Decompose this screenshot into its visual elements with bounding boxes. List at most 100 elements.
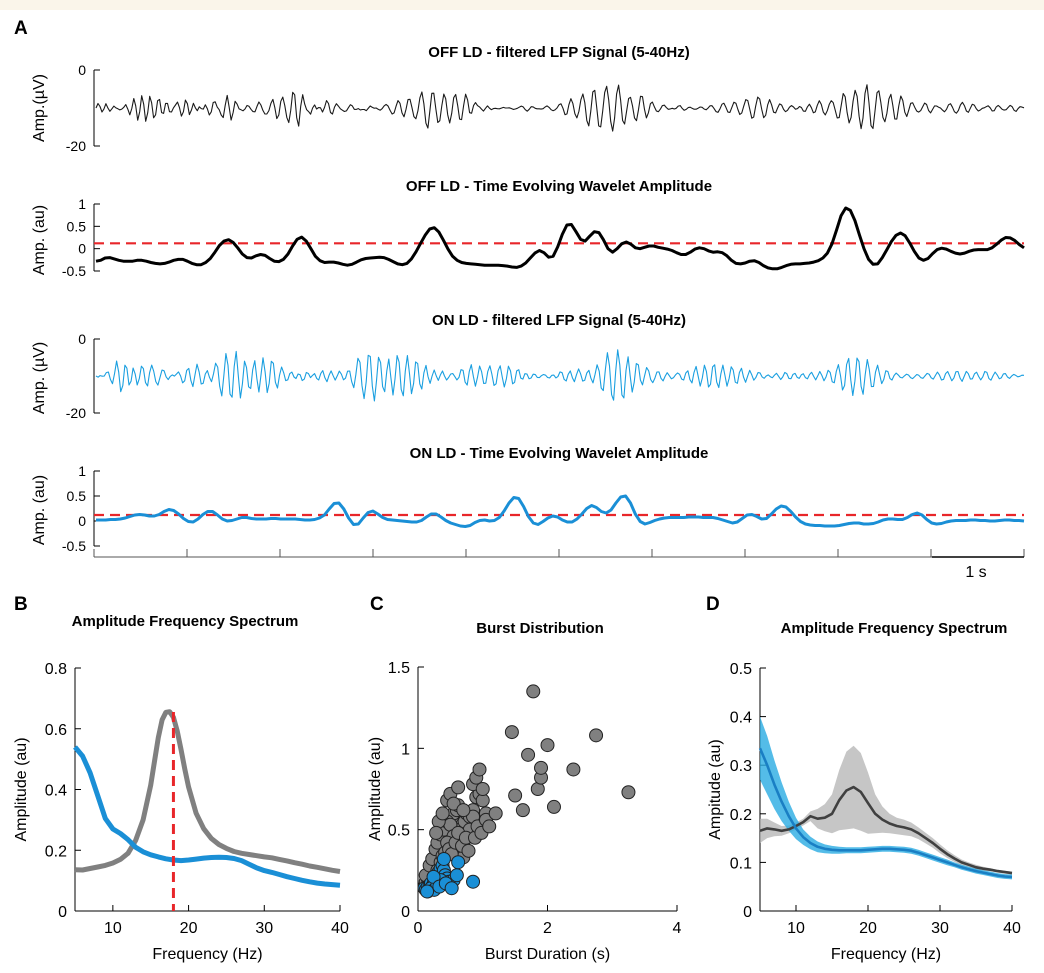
- confidence-band-2: [760, 716, 1012, 880]
- y-tick-label: -20: [66, 138, 86, 154]
- burst-point-off: [621, 785, 636, 800]
- burst-point-off: [446, 796, 461, 811]
- strip-title: OFF LD - Time Evolving Wavelet Amplitude: [406, 178, 712, 195]
- y-tick-label: -20: [66, 405, 86, 421]
- scale-bar-label: 1 s: [965, 564, 986, 581]
- x-tick-label: 4: [673, 920, 682, 937]
- burst-point-off: [526, 684, 541, 699]
- y-tick-label: 0: [743, 904, 752, 921]
- strip-title: ON LD - Time Evolving Wavelet Amplitude: [410, 445, 709, 462]
- panel-label-b: B: [14, 594, 28, 615]
- y-tick-label: 0: [58, 904, 67, 921]
- burst-point-off: [435, 806, 450, 821]
- strip-4: ON LD - Time Evolving Wavelet Amplitude A…: [31, 445, 1025, 554]
- burst-point-off: [504, 725, 519, 740]
- y-tick-label: -0.5: [62, 538, 86, 554]
- y-tick-label: 0.2: [45, 843, 67, 860]
- strip-3: ON LD - filtered LFP Signal (5-40Hz) Amp.…: [31, 312, 1025, 421]
- y-tick-label: 0.4: [45, 783, 67, 800]
- signal-trace: [95, 349, 1025, 402]
- burst-point-on: [449, 868, 464, 883]
- x-tick-label: 20: [180, 920, 198, 937]
- burst-point-on: [466, 874, 481, 889]
- x-tick-label: 40: [1003, 920, 1021, 937]
- x-tick-label: 30: [931, 920, 949, 937]
- y-tick-label: 0: [78, 62, 86, 78]
- burst-point-on: [420, 884, 435, 899]
- y-axis-label: Amplitude (au): [367, 737, 384, 841]
- panel-d: Amplitude Frequency Spectrum 10 20 30 40 0 0.1…: [707, 620, 1021, 963]
- signal-trace: [95, 84, 1025, 132]
- strip-1: OFF LD - filtered LFP Signal (5-40Hz) Amp…: [31, 44, 1025, 154]
- panel-c: Burst Distribution 0 2 4 0 0.5 1 1.5 Burst Durat…: [367, 620, 682, 963]
- panel-title: Amplitude Frequency Spectrum: [72, 613, 299, 630]
- y-tick-label: 0: [78, 241, 86, 257]
- y-tick-label: 0.1: [730, 855, 752, 872]
- x-tick-label: 40: [331, 920, 349, 937]
- burst-point-on: [436, 851, 451, 866]
- spectrum-line-2: [73, 745, 341, 888]
- burst-point-off: [461, 843, 476, 858]
- burst-point-off: [566, 762, 581, 777]
- burst-point-off: [540, 738, 555, 753]
- burst-point-off: [456, 803, 471, 818]
- burst-point-on: [444, 881, 459, 896]
- burst-point-off: [521, 747, 536, 762]
- y-tick-label: 0: [401, 904, 410, 921]
- mean-spectrum-line-2: [758, 747, 1013, 879]
- burst-point-off: [534, 760, 549, 775]
- x-tick-label: 30: [255, 920, 273, 937]
- burst-point-off: [488, 806, 503, 821]
- x-tick-label: 20: [859, 920, 877, 937]
- strip-2: OFF LD - Time Evolving Wavelet Amplitude…: [31, 178, 1025, 279]
- y-tick-label: 0.5: [388, 823, 410, 840]
- y-tick-label: 0.6: [45, 722, 67, 739]
- confidence-band-1: [760, 745, 1012, 875]
- y-tick-label: 1: [78, 463, 86, 479]
- y-tick-label: 0.2: [730, 807, 752, 824]
- strip-title: ON LD - filtered LFP Signal (5-40Hz): [432, 312, 686, 329]
- burst-point-off: [429, 825, 444, 840]
- burst-point-off: [508, 788, 523, 803]
- y-axis-label: Amp. (au): [31, 205, 48, 275]
- y-tick-label: -0.5: [62, 263, 86, 279]
- burst-point-on: [451, 855, 466, 870]
- y-axis-label: Amp. (µV): [31, 342, 48, 414]
- y-axis-label: Amp. (au): [31, 475, 48, 545]
- spectrum-line-1: [74, 709, 341, 874]
- panel-label-a: A: [14, 18, 28, 39]
- y-tick-label: 0: [78, 331, 86, 347]
- x-tick-label: 10: [787, 920, 805, 937]
- y-tick-label: 0.5: [67, 218, 87, 234]
- top-band: [0, 0, 1044, 10]
- panel-title: Amplitude Frequency Spectrum: [781, 620, 1008, 637]
- signal-trace: [95, 206, 1025, 271]
- x-axis-label: Frequency (Hz): [152, 946, 262, 963]
- x-axis-label: Burst Duration (s): [485, 946, 610, 963]
- burst-point-off: [472, 762, 487, 777]
- burst-point-off: [515, 803, 530, 818]
- mean-spectrum-line-1: [759, 785, 1013, 875]
- y-tick-label: 1.5: [388, 660, 410, 677]
- x-tick-label: 0: [414, 920, 423, 937]
- y-tick-label: 0.4: [730, 710, 752, 727]
- burst-point-off: [475, 782, 490, 796]
- burst-point-off: [589, 728, 604, 743]
- strip-title: OFF LD - filtered LFP Signal (5-40Hz): [428, 44, 689, 61]
- signal-trace: [96, 494, 1025, 528]
- panel-b: Amplitude Frequency Spectrum 10 20 30 40 0 0.2…: [13, 613, 349, 963]
- panel-title: Burst Distribution: [476, 620, 604, 637]
- x-axis-label: Frequency (Hz): [831, 946, 941, 963]
- burst-point-off: [546, 799, 561, 814]
- panel-label-d: D: [706, 594, 720, 615]
- y-tick-label: 1: [78, 196, 86, 212]
- y-tick-label: 0.3: [730, 758, 752, 775]
- y-axis-label: Amplitude (au): [13, 737, 30, 841]
- panel-label-c: C: [370, 594, 384, 615]
- time-axis: 1 s: [93, 549, 1025, 581]
- y-tick-label: 0.5: [67, 488, 87, 504]
- y-tick-label: 0.5: [730, 661, 752, 678]
- x-tick-label: 10: [104, 920, 122, 937]
- y-tick-label: 1: [401, 741, 410, 758]
